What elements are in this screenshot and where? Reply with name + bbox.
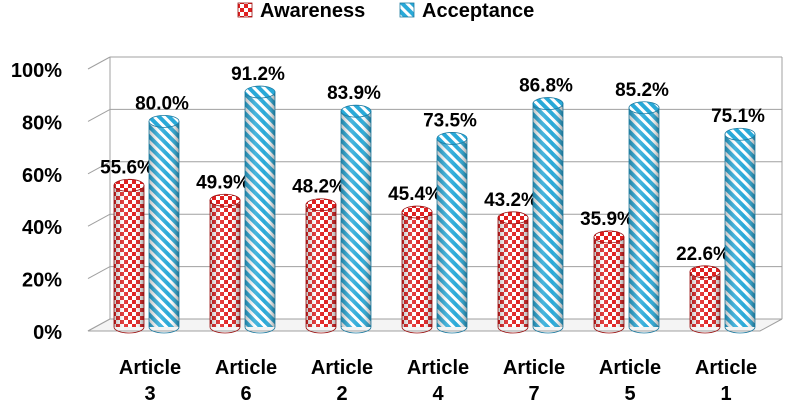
floor	[87, 318, 783, 332]
x-tick-label: Article 7	[503, 357, 565, 405]
legend-swatch	[237, 2, 253, 18]
x-axis: Article 3 Article 6 Article 2 Article 4 Article 7…	[119, 357, 757, 405]
data-label: 75.1%	[711, 106, 765, 127]
bars: 55.6% 80.0% 49.9% 91.2% 48.2% 83.9% 45.4% 73.5%…	[100, 64, 765, 334]
data-label: 49.9%	[196, 172, 250, 193]
bar-awareness	[209, 193, 241, 334]
bar-awareness	[305, 198, 337, 334]
bar-acceptance	[724, 127, 756, 334]
legend: Awareness Acceptance	[237, 0, 534, 22]
gridline	[87, 161, 782, 175]
gridline	[87, 266, 782, 280]
y-tick-label: 40%	[22, 217, 62, 239]
gridline	[87, 108, 782, 122]
gridline	[87, 56, 782, 70]
x-tick-label: Article 1	[695, 357, 757, 405]
x-tick-label: Article 4	[407, 357, 469, 405]
bar-acceptance	[532, 97, 564, 334]
data-label: 45.4%	[388, 184, 442, 205]
bar-acceptance	[340, 104, 372, 334]
legend-swatch	[399, 2, 415, 18]
bar-awareness	[593, 230, 625, 334]
bar-awareness	[497, 211, 529, 334]
data-label: 55.6%	[100, 157, 154, 178]
data-label: 80.0%	[135, 93, 189, 114]
bar-acceptance	[244, 85, 276, 334]
x-tick-label: Article 6	[215, 357, 277, 405]
legend-label: Acceptance	[422, 0, 534, 22]
bar-acceptance	[436, 132, 468, 334]
data-label: 91.2%	[231, 64, 285, 85]
legend-label: Awareness	[260, 0, 365, 22]
data-label: 35.9%	[580, 209, 634, 230]
y-tick-label: 60%	[22, 165, 62, 187]
gridline	[87, 213, 782, 227]
data-label: 73.5%	[423, 110, 477, 131]
legend-item-awareness: Awareness	[237, 0, 365, 22]
x-tick-label: Article 5	[599, 357, 661, 405]
y-axis: 0% 20% 40% 60% 80% 100%	[11, 60, 62, 344]
bar-awareness	[401, 205, 433, 334]
bar-awareness	[689, 265, 721, 334]
data-label: 43.2%	[484, 190, 538, 211]
y-tick-label: 0%	[33, 322, 62, 344]
bar-acceptance	[148, 115, 180, 334]
data-label: 85.2%	[615, 80, 669, 101]
y-tick-label: 100%	[11, 60, 62, 82]
legend-item-acceptance: Acceptance	[399, 0, 534, 22]
y-tick-label: 80%	[22, 112, 62, 134]
data-label: 83.9%	[327, 83, 381, 104]
data-label: 22.6%	[676, 244, 730, 265]
bar-awareness	[113, 178, 145, 334]
bar-acceptance	[628, 101, 660, 334]
y-tick-label: 20%	[22, 270, 62, 292]
data-label: 48.2%	[292, 177, 346, 198]
x-tick-label: Article 2	[311, 357, 373, 405]
data-label: 86.8%	[519, 76, 573, 97]
x-tick-label: Article 3	[119, 357, 181, 405]
